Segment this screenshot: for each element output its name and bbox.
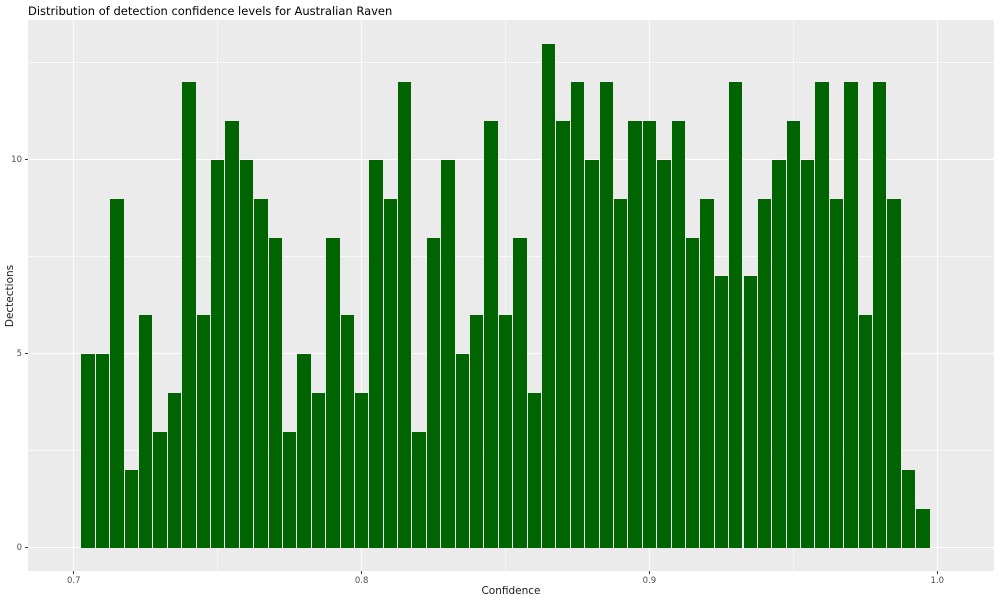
histogram-bar	[858, 315, 872, 548]
histogram-bar	[153, 431, 167, 548]
histogram-bar	[470, 315, 484, 548]
histogram-bar	[398, 82, 412, 548]
histogram-bar	[873, 82, 887, 548]
histogram-bar	[412, 431, 426, 548]
y-axis-title: Dectections	[4, 264, 17, 327]
x-tick-mark	[73, 571, 75, 574]
y-tick-mark	[25, 353, 28, 355]
histogram-bar	[139, 315, 153, 548]
histogram-bar	[326, 237, 340, 548]
histogram-bar	[369, 159, 383, 548]
gridline-y-major	[28, 159, 994, 161]
x-tick-label: 0.8	[354, 576, 369, 586]
histogram-bar	[613, 198, 628, 548]
histogram-bar	[657, 159, 671, 548]
histogram-bar	[167, 392, 182, 548]
histogram-bar	[441, 159, 455, 548]
histogram-bar	[254, 198, 268, 548]
histogram-bar	[829, 198, 844, 548]
histogram-bar	[916, 509, 930, 548]
x-tick-label: 0.7	[67, 576, 81, 586]
y-tick-mark	[25, 159, 28, 161]
x-tick-mark	[361, 571, 363, 574]
histogram-bar	[239, 159, 254, 548]
histogram-bar	[426, 237, 441, 548]
histogram-bar	[786, 121, 801, 548]
histogram-bar	[887, 198, 901, 548]
y-tick-mark	[25, 547, 28, 549]
x-tick-mark	[648, 571, 650, 574]
y-tick-label: 5	[16, 348, 22, 359]
gridline-y-major	[28, 547, 994, 549]
histogram-bar	[585, 159, 599, 548]
histogram-bar	[498, 315, 513, 548]
histogram-bar	[570, 82, 585, 548]
histogram-bar	[297, 353, 311, 548]
histogram-bar	[210, 159, 225, 548]
gridline-x-major	[361, 20, 363, 571]
histogram-bar	[628, 121, 642, 548]
histogram-bar	[714, 276, 729, 548]
histogram-bar	[700, 198, 714, 548]
histogram-bar	[340, 315, 354, 548]
histogram-bar	[311, 392, 326, 548]
plot-panel	[28, 20, 994, 571]
histogram-bar	[801, 159, 815, 548]
histogram-bar	[685, 237, 700, 548]
histogram-bar	[671, 121, 685, 548]
histogram-bar	[110, 198, 124, 548]
histogram-bar	[484, 121, 498, 548]
histogram-bar	[743, 276, 757, 548]
histogram-bar	[182, 82, 196, 548]
histogram-bar	[599, 82, 613, 548]
gridline-x-major	[73, 20, 75, 571]
gridline-x-minor	[505, 20, 507, 571]
histogram-bar	[527, 392, 541, 548]
gridline-y-minor	[28, 62, 994, 64]
histogram-bar	[513, 237, 527, 548]
histogram-bar	[844, 82, 858, 548]
histogram-bar	[81, 353, 95, 548]
histogram-bar	[729, 82, 743, 548]
histogram-bar	[757, 198, 772, 548]
histogram-bar	[455, 353, 470, 548]
chart-title: Distribution of detection confidence lev…	[28, 4, 393, 18]
gridline-y-minor	[28, 256, 994, 258]
histogram-bar	[556, 121, 570, 548]
x-tick-mark	[936, 571, 938, 574]
x-tick-label: 0.9	[642, 576, 657, 586]
y-tick-label: 10	[11, 154, 22, 165]
histogram-bar	[542, 43, 556, 548]
histogram-bar	[282, 431, 297, 548]
histogram-bar	[901, 470, 916, 548]
histogram-bar	[124, 470, 138, 548]
histogram-bar	[772, 159, 786, 548]
histogram-bar	[225, 121, 239, 548]
histogram-bar	[196, 315, 210, 548]
gridline-x-major	[936, 20, 938, 571]
histogram-bar	[642, 121, 657, 548]
histogram-bar	[268, 237, 282, 548]
histogram-bar	[95, 353, 110, 548]
x-tick-label: 1.0	[930, 576, 945, 586]
histogram-bar	[354, 392, 369, 548]
histogram-bar	[383, 198, 398, 548]
y-axis-title-wrap: Dectections	[0, 20, 20, 571]
x-axis-title: Confidence	[481, 585, 541, 597]
y-tick-label: 0	[16, 542, 22, 553]
histogram-bar	[815, 82, 829, 548]
